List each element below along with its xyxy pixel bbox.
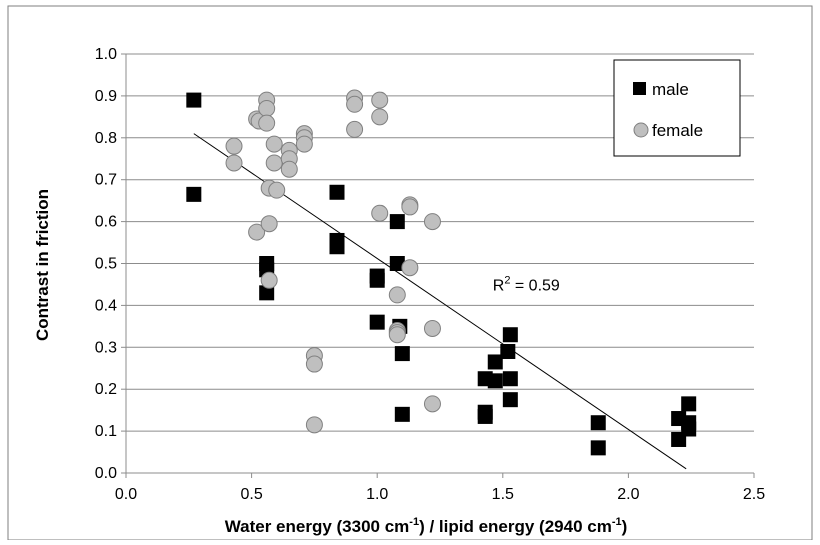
x-tick-labels: 0.0 0.5 1.0 1.5 2.0 2.5 — [115, 486, 765, 503]
female-point — [371, 204, 389, 222]
female-point — [268, 181, 286, 199]
x-tick-label: 0.5 — [240, 486, 262, 503]
male-point — [590, 415, 606, 431]
female-point — [423, 395, 441, 413]
female-point — [258, 114, 276, 132]
female-point — [346, 95, 364, 113]
female-point — [280, 160, 298, 178]
x-axis-title-part3: ) — [622, 517, 628, 536]
y-tick-label: 0.1 — [95, 423, 117, 440]
female-point — [423, 213, 441, 231]
x-tick-label: 1.0 — [366, 486, 388, 503]
y-tick-label: 0.3 — [95, 339, 117, 356]
x-axis-title: Water energy (3300 cm-1) / lipid energy … — [225, 516, 628, 536]
y-tick-labels: 0.0 0.1 0.2 0.3 0.4 0.5 0.6 0.7 0.8 0.9 1.0 — [95, 46, 117, 482]
male-point — [389, 214, 405, 230]
y-tick-label: 1.0 — [95, 46, 117, 63]
y-tick-label: 0.6 — [95, 214, 117, 231]
female-point — [305, 416, 323, 434]
y-tick-label: 0.5 — [95, 256, 117, 273]
male-point — [477, 408, 493, 424]
male-point — [487, 354, 503, 370]
female-point — [260, 271, 278, 289]
male-point — [186, 92, 202, 108]
male-point — [369, 272, 385, 288]
female-point — [248, 223, 266, 241]
female-point — [265, 154, 283, 172]
male-point — [681, 421, 697, 437]
female-point — [371, 91, 389, 109]
legend-male-marker — [633, 82, 646, 95]
female-point — [346, 120, 364, 138]
female-point — [388, 326, 406, 344]
y-axis-title: Contrast in friction — [33, 189, 52, 341]
x-axis-title-sup2: -1 — [612, 516, 622, 528]
male-point — [369, 314, 385, 330]
legend-female-label: female — [652, 121, 703, 140]
x-axis-title-sup1: -1 — [409, 516, 419, 528]
male-point — [502, 327, 518, 343]
female-point — [401, 198, 419, 216]
y-tick-label: 0.7 — [95, 172, 117, 189]
y-tick-label: 0.2 — [95, 381, 117, 398]
y-tick-label: 0.8 — [95, 130, 117, 147]
male-point — [502, 371, 518, 387]
female-point — [260, 215, 278, 233]
r-squared-prefix: R — [493, 278, 505, 295]
y-tick-label: 0.0 — [95, 465, 117, 482]
legend-male-label: male — [652, 80, 689, 99]
r-squared-value: = 0.59 — [510, 278, 559, 295]
male-point — [389, 256, 405, 271]
x-tick-label: 1.5 — [492, 486, 514, 503]
x-tick-label: 2.5 — [743, 486, 765, 503]
legend-female-marker — [633, 122, 649, 138]
female-point — [305, 355, 323, 373]
axes — [125, 54, 754, 474]
female-point — [225, 137, 243, 155]
male-point — [487, 373, 503, 389]
y-tick-label: 0.4 — [95, 297, 117, 314]
male-point — [681, 396, 697, 412]
female-point — [371, 108, 389, 126]
male-point — [329, 239, 345, 255]
male-point — [500, 343, 516, 359]
legend-box — [613, 59, 741, 157]
x-tick-label: 0.0 — [115, 486, 137, 503]
female-point — [225, 154, 243, 172]
legend: male female — [613, 59, 741, 157]
female-point — [265, 135, 283, 153]
male-point — [394, 346, 410, 362]
x-tick-label: 2.0 — [617, 486, 639, 503]
male-point — [186, 186, 202, 202]
y-tick-label: 0.9 — [95, 88, 117, 105]
data-points — [186, 89, 697, 456]
female-point — [401, 259, 419, 277]
r-squared-annotation: R2 = 0.59 — [493, 275, 560, 295]
male-point — [502, 392, 518, 408]
male-point — [394, 406, 410, 422]
female-point — [388, 286, 406, 304]
male-point — [259, 285, 275, 301]
female-point — [295, 135, 313, 153]
male-point — [329, 184, 345, 200]
female-point — [423, 319, 441, 337]
x-axis-title-part2: ) / lipid energy (2940 cm — [419, 517, 612, 536]
male-point — [590, 440, 606, 456]
r-squared-sup: 2 — [504, 275, 510, 287]
x-axis-title-part1: Water energy (3300 cm — [225, 517, 410, 536]
female-point — [258, 99, 276, 117]
